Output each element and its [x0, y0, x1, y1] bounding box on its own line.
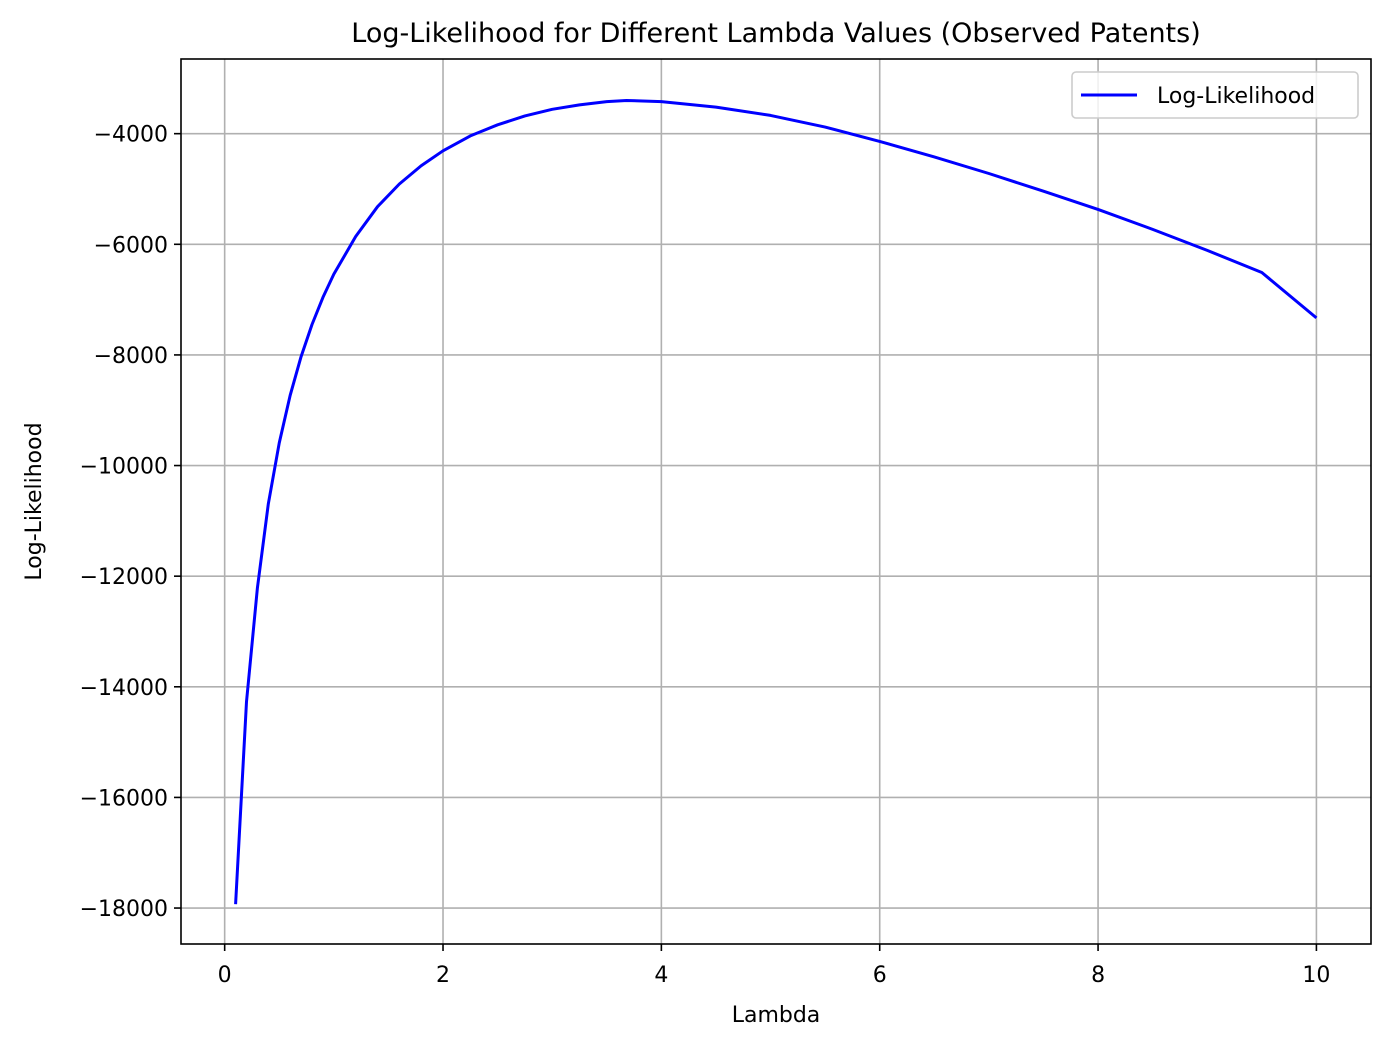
plot-frame	[180, 58, 1372, 945]
y-tick-label: −18000	[80, 897, 168, 922]
chart-title: Log-Likelihood for Different Lambda Valu…	[351, 18, 1201, 49]
legend-box	[1071, 71, 1359, 119]
y-tick-label: −8000	[94, 344, 168, 369]
y-axis-label: Log-Likelihood	[22, 422, 47, 580]
y-tick-label: −16000	[80, 786, 168, 811]
x-tick-label: 10	[1302, 963, 1330, 988]
y-tick-label: −6000	[94, 233, 168, 258]
y-tick-label: −10000	[80, 455, 168, 480]
x-axis-label: Lambda	[732, 1003, 821, 1028]
series-line-log-likelihood	[234, 98, 1318, 905]
y-tick-label: −14000	[80, 676, 168, 701]
x-tick-label: 6	[873, 963, 887, 988]
grid-lines	[181, 59, 1371, 944]
legend-label-log-likelihood: Log-Likelihood	[1157, 84, 1315, 109]
x-tick-label: 4	[654, 963, 668, 988]
y-tick-label: −12000	[80, 565, 168, 590]
legend: Log-Likelihood	[1071, 71, 1359, 119]
x-tick-label: 2	[436, 963, 450, 988]
x-tick-label: 8	[1091, 963, 1105, 988]
y-tick-label: −4000	[94, 123, 168, 148]
axis-ticks: 0 2 4 6 8 10 −18000 −16000 −14000 −12000 −10000 −80…	[80, 123, 1331, 988]
x-tick-label: 0	[218, 963, 232, 988]
series-layer	[234, 98, 1318, 905]
